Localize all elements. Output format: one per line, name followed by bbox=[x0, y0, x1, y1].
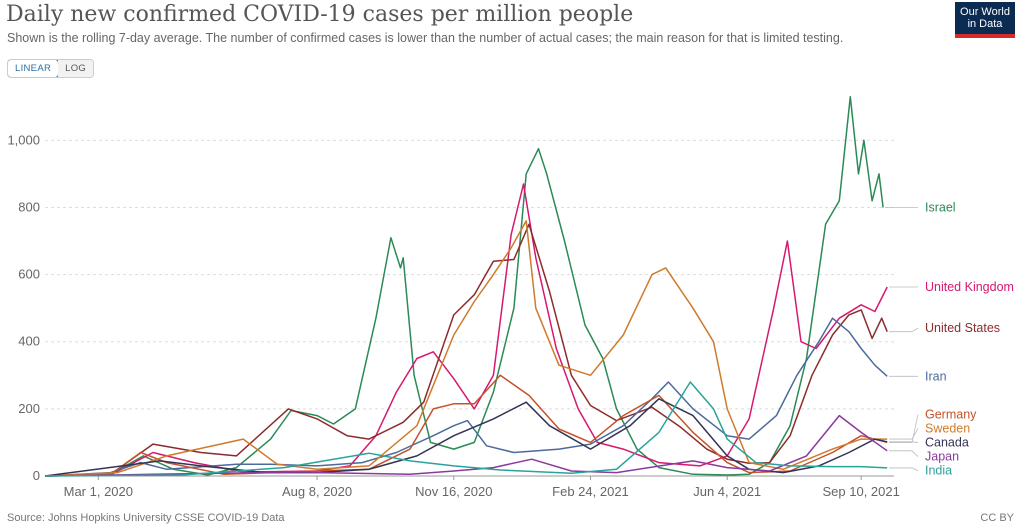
source-note[interactable]: Source: Johns Hopkins University CSSE CO… bbox=[7, 512, 285, 524]
y-tick-label: 0 bbox=[33, 468, 40, 483]
license-label[interactable]: CC BY bbox=[980, 512, 1014, 524]
series-line-germany bbox=[44, 374, 888, 477]
label-connector-sweden bbox=[889, 428, 919, 440]
chart-title: Daily new confirmed COVID-19 cases per m… bbox=[6, 2, 634, 27]
series-line-india bbox=[44, 381, 888, 477]
series-label-united-states: United States bbox=[925, 321, 1000, 335]
x-tick-label: Nov 16, 2020 bbox=[415, 484, 492, 499]
series-label-sweden: Sweden bbox=[925, 422, 970, 436]
series-label-india: India bbox=[925, 464, 952, 478]
series-label-canada: Canada bbox=[925, 436, 969, 450]
y-tick-label: 600 bbox=[18, 267, 40, 282]
y-tick-label: 1,000 bbox=[7, 132, 40, 147]
x-tick-label: Aug 8, 2020 bbox=[282, 484, 352, 499]
series-label-japan: Japan bbox=[925, 450, 959, 464]
chart-subtitle: Shown is the rolling 7-day average. The … bbox=[7, 31, 844, 45]
y-tick-label: 400 bbox=[18, 334, 40, 349]
scale-log-button[interactable]: LOG bbox=[58, 60, 94, 77]
series-line-sweden bbox=[44, 220, 888, 477]
label-connector-canada bbox=[889, 441, 919, 443]
x-tick-label: Feb 24, 2021 bbox=[552, 484, 629, 499]
label-connector-india bbox=[889, 467, 919, 471]
series-line-iran bbox=[44, 317, 888, 477]
series-label-israel: Israel bbox=[925, 200, 956, 214]
x-tick-label: Mar 1, 2020 bbox=[64, 484, 133, 499]
x-tick-label: Sep 10, 2021 bbox=[823, 484, 900, 499]
series-line-united-states bbox=[44, 223, 888, 477]
series-label-united-kingdom: United Kingdom bbox=[925, 280, 1014, 294]
series-line-united-kingdom bbox=[44, 183, 888, 477]
y-tick-label: 800 bbox=[18, 199, 40, 214]
series-label-iran: Iran bbox=[925, 369, 947, 383]
label-connector-japan bbox=[889, 450, 919, 457]
series-line-israel bbox=[44, 95, 884, 477]
label-connector-germany bbox=[889, 414, 919, 443]
series-label-germany: Germany bbox=[925, 408, 977, 422]
logo-line-2: in Data bbox=[967, 18, 1003, 30]
series-line-japan bbox=[44, 414, 888, 477]
owid-logo[interactable]: Our World in Data bbox=[955, 2, 1015, 38]
logo-line-1: Our World bbox=[960, 6, 1010, 18]
y-tick-label: 200 bbox=[18, 401, 40, 416]
label-connector-united-states bbox=[889, 327, 919, 333]
scale-toggle: LINEAR LOG bbox=[7, 59, 95, 78]
x-tick-label: Jun 4, 2021 bbox=[693, 484, 761, 499]
